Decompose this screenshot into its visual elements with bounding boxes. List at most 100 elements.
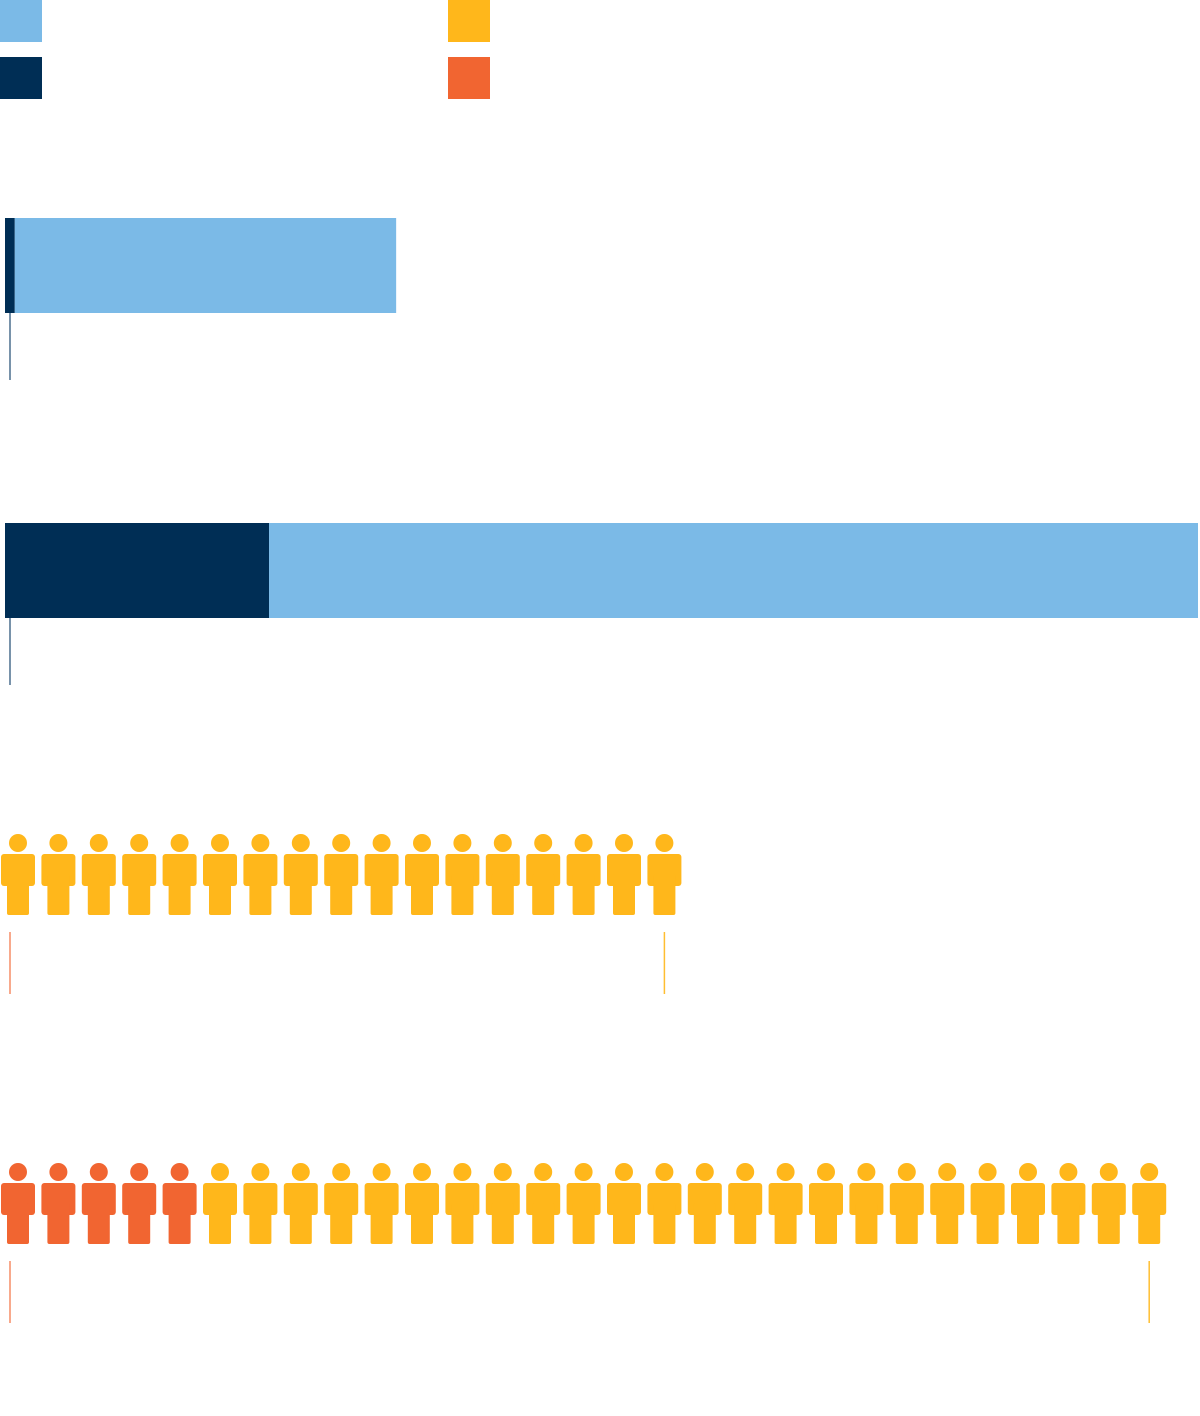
person-icon [203,1163,237,1244]
person-legs [936,1203,959,1244]
person-head [9,1163,27,1181]
person-legs [895,1203,918,1244]
person-icon [566,1163,601,1244]
person-icon [728,1163,763,1244]
person-legs [1017,1203,1039,1244]
person-head [938,1163,957,1181]
person-legs [128,1203,151,1244]
person-head [89,834,108,852]
person-head [89,1163,108,1181]
person-legs [491,1203,514,1244]
person-icon [768,1163,803,1244]
person-icon [364,834,399,915]
person-legs [209,874,231,915]
person-head [493,834,512,852]
legend-item-light-blue [0,0,54,42]
person-legs [774,1203,797,1244]
person-head [776,1163,795,1181]
person-legs [249,874,272,915]
person-icon [162,1163,197,1244]
person-legs [815,1203,837,1244]
person-icon [283,834,318,915]
person-legs [613,1203,635,1244]
legend-item-yellow [448,0,502,42]
legend-swatch-navy [0,57,42,99]
person-legs [451,874,474,915]
person-legs [653,874,676,915]
person-icon [243,834,278,915]
person-head [49,834,68,852]
person-head [695,1163,714,1181]
legend-item-orange [448,57,502,99]
person-icon [566,834,601,915]
person-head [170,1163,189,1181]
person-head [332,1163,351,1181]
person-icon [203,834,237,915]
person-legs [1097,1203,1120,1244]
person-icon [687,1163,722,1244]
person-icon [243,1163,278,1244]
bar-segment [5,523,270,618]
person-legs [1138,1203,1161,1244]
bar-segment [5,218,15,313]
person-head [251,1163,270,1181]
legend-item-navy [0,57,54,99]
person-legs [411,874,433,915]
person-icon [526,1163,561,1244]
person-icon [485,1163,520,1244]
person-icon [162,834,197,915]
person-head [615,1163,633,1181]
person-head [251,834,270,852]
person-legs [209,1203,231,1244]
person-head [574,834,593,852]
person-legs [370,1203,393,1244]
person-icon [526,834,561,915]
person-head [1140,1163,1159,1181]
person-icon [405,834,439,915]
person-head [372,834,391,852]
person-legs [734,1203,757,1244]
person-head [130,834,149,852]
person-head [453,1163,472,1181]
person-icon [809,1163,843,1244]
person-head [574,1163,593,1181]
person-head [1059,1163,1078,1181]
person-legs [976,1203,999,1244]
person-head [534,1163,553,1181]
person-legs [7,874,29,915]
person-head [291,834,310,852]
person-legs [249,1203,272,1244]
person-head [655,1163,674,1181]
person-icon [647,1163,682,1244]
person-icon [485,834,520,915]
person-legs [613,874,635,915]
person-head [615,834,633,852]
person-icon [970,1163,1005,1244]
legend-swatch-orange [448,57,490,99]
person-legs [289,1203,312,1244]
stacked-bar-chart-1 [5,218,397,380]
person-icon [41,834,76,915]
person-head [1099,1163,1118,1181]
person-head [413,834,431,852]
person-legs [87,874,110,915]
person-legs [7,1203,29,1244]
person-legs [47,874,70,915]
person-legs [491,874,514,915]
legend-swatch-yellow [448,0,490,42]
person-legs [47,1203,70,1244]
person-legs [370,874,393,915]
person-icon [405,1163,439,1244]
person-icon [1,834,35,915]
person-icon [122,1163,157,1244]
person-icon [1,1163,35,1244]
person-head [857,1163,876,1181]
person-icon [1091,1163,1126,1244]
person-icon [81,834,116,915]
person-icon [1011,1163,1045,1244]
person-legs [411,1203,433,1244]
legend-swatch-light-blue [0,0,42,42]
person-head [9,834,27,852]
person-legs [532,874,555,915]
person-legs [572,1203,595,1244]
